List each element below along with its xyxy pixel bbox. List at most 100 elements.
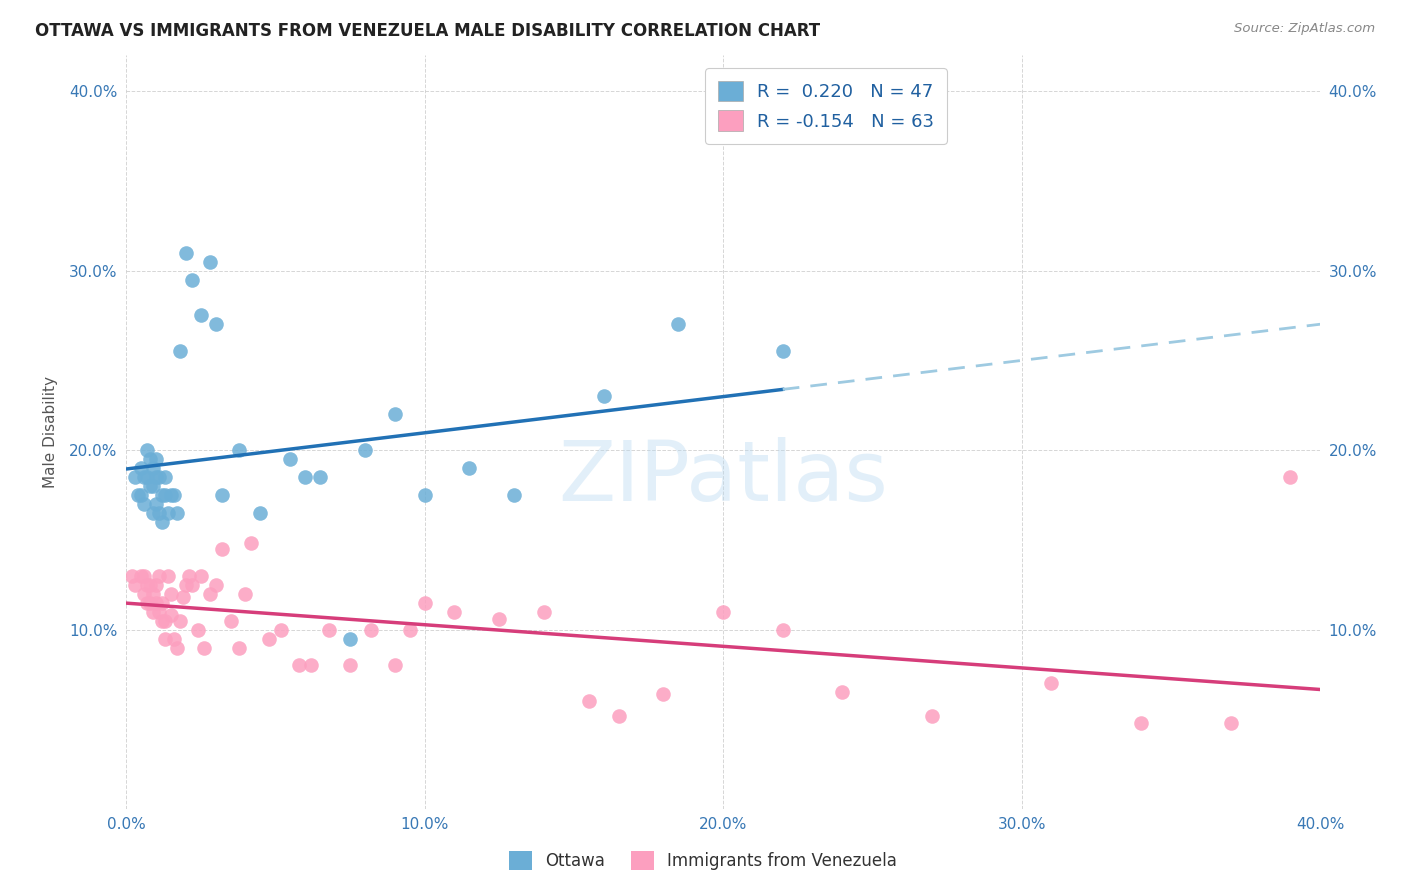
Point <box>174 245 197 260</box>
Point <box>1219 715 1241 730</box>
Point <box>169 614 191 628</box>
Point <box>235 587 257 601</box>
Point <box>413 488 436 502</box>
Point <box>142 587 165 601</box>
Point <box>198 587 221 601</box>
Point <box>166 506 188 520</box>
Point <box>142 506 165 520</box>
Point <box>294 470 316 484</box>
Point <box>136 470 159 484</box>
Point <box>139 452 162 467</box>
Point <box>148 506 170 520</box>
Point <box>139 577 162 591</box>
Point <box>249 506 271 520</box>
Point <box>578 694 600 708</box>
Point <box>129 568 152 582</box>
Point <box>1130 715 1153 730</box>
Point <box>124 577 146 591</box>
Point <box>1040 676 1063 690</box>
Text: Source: ZipAtlas.com: Source: ZipAtlas.com <box>1234 22 1375 36</box>
Point <box>156 568 179 582</box>
Text: ZIPatlas: ZIPatlas <box>558 437 889 518</box>
Point <box>652 687 675 701</box>
Point <box>166 640 188 655</box>
Point <box>204 318 226 332</box>
Point <box>831 685 853 699</box>
Point <box>187 623 209 637</box>
Point <box>278 452 301 467</box>
Point <box>148 605 170 619</box>
Point <box>318 623 340 637</box>
Point <box>169 344 191 359</box>
Point <box>145 452 167 467</box>
Point <box>204 577 226 591</box>
Point <box>174 577 197 591</box>
Point <box>299 658 322 673</box>
Point <box>153 632 176 646</box>
Point <box>145 497 167 511</box>
Point <box>488 612 510 626</box>
Point <box>139 479 162 493</box>
Point <box>132 470 155 484</box>
Point <box>150 614 173 628</box>
Point <box>354 443 377 458</box>
Point <box>772 344 794 359</box>
Point <box>156 506 179 520</box>
Point <box>413 596 436 610</box>
Point <box>136 577 159 591</box>
Point <box>129 488 152 502</box>
Point <box>148 470 170 484</box>
Point <box>458 461 481 475</box>
Point <box>228 443 250 458</box>
Point <box>360 623 382 637</box>
Point <box>193 640 215 655</box>
Legend: Ottawa, Immigrants from Venezuela: Ottawa, Immigrants from Venezuela <box>502 844 904 877</box>
Point <box>139 596 162 610</box>
Point <box>240 536 263 550</box>
Point <box>180 577 202 591</box>
Point <box>142 461 165 475</box>
Point <box>711 605 734 619</box>
Y-axis label: Male Disability: Male Disability <box>44 376 58 488</box>
Point <box>384 658 406 673</box>
Point <box>211 541 233 556</box>
Point <box>163 632 186 646</box>
Point <box>129 461 152 475</box>
Point <box>132 587 155 601</box>
Point <box>772 623 794 637</box>
Point <box>142 479 165 493</box>
Point <box>145 596 167 610</box>
Point <box>339 632 361 646</box>
Point <box>921 708 943 723</box>
Point <box>180 272 202 286</box>
Point <box>190 309 212 323</box>
Point <box>211 488 233 502</box>
Point <box>288 658 311 673</box>
Point <box>148 568 170 582</box>
Point <box>309 470 332 484</box>
Point <box>198 254 221 268</box>
Point <box>132 568 155 582</box>
Point <box>136 443 159 458</box>
Point <box>443 605 465 619</box>
Point <box>533 605 555 619</box>
Legend: R =  0.220   N = 47, R = -0.154   N = 63: R = 0.220 N = 47, R = -0.154 N = 63 <box>704 68 946 144</box>
Point <box>160 608 183 623</box>
Point <box>160 488 183 502</box>
Point <box>150 488 173 502</box>
Point <box>153 614 176 628</box>
Point <box>124 470 146 484</box>
Point <box>172 591 194 605</box>
Point <box>150 596 173 610</box>
Point <box>153 470 176 484</box>
Point <box>666 318 689 332</box>
Point <box>160 587 183 601</box>
Point <box>142 605 165 619</box>
Point <box>190 568 212 582</box>
Point <box>270 623 292 637</box>
Point <box>219 614 242 628</box>
Point <box>177 568 200 582</box>
Point <box>228 640 250 655</box>
Point <box>127 488 149 502</box>
Point <box>145 470 167 484</box>
